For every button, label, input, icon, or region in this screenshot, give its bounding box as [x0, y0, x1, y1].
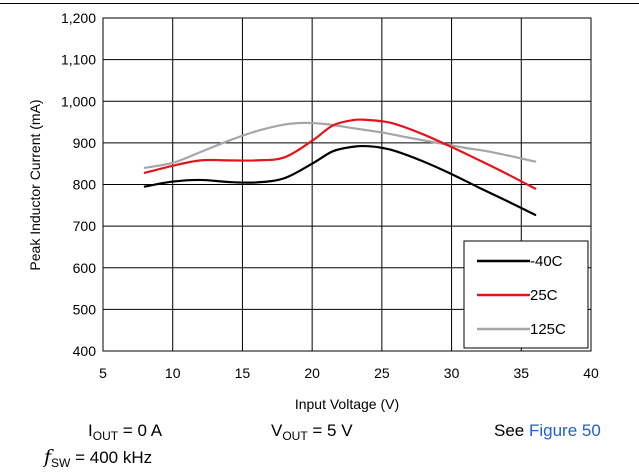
vout-condition: VOUT = 5 V — [271, 421, 353, 443]
iout-condition: IOUT = 0 A — [88, 421, 163, 443]
y-tick-label: 400 — [73, 343, 97, 359]
x-tick-labels: 5 10 15 20 25 30 35 40 — [99, 365, 599, 381]
x-tick-label: 40 — [583, 365, 599, 381]
x-tick-label: 10 — [165, 365, 181, 381]
y-tick-label: 500 — [73, 301, 97, 317]
x-tick-label: 5 — [99, 365, 107, 381]
y-tick-label: 800 — [73, 177, 97, 193]
top-rule — [0, 3, 639, 4]
y-tick-labels: 400 500 600 700 800 900 1,000 1,100 1,200 — [61, 10, 96, 359]
y-tick-label: 600 — [73, 260, 97, 276]
series-layer — [143, 118, 537, 216]
y-tick-label: 900 — [73, 135, 97, 151]
legend-label: 25C — [530, 287, 558, 304]
series-line-25c — [143, 118, 537, 190]
series-line-40c — [143, 144, 537, 216]
x-tick-label: 20 — [304, 365, 320, 381]
legend-label: -40C — [530, 253, 563, 270]
y-axis-label: Peak Inductor Current (mA) — [27, 99, 43, 270]
legend-label: 125C — [530, 321, 566, 338]
figure-50-link[interactable]: Figure 50 — [528, 421, 601, 440]
plot-frame — [102, 17, 592, 352]
fsw-condition: fSW = 400 kHz — [44, 446, 153, 470]
y-tick-label: 700 — [73, 218, 97, 234]
x-tick-label: 15 — [235, 365, 251, 381]
y-tick-label: 1,100 — [61, 52, 96, 68]
peak-inductor-current-chart: 5 10 15 20 25 30 35 40 400 500 600 700 800 900 1,000 1… — [27, 10, 599, 412]
x-tick-label: 30 — [444, 365, 460, 381]
series-line-125c — [143, 121, 537, 169]
see-figure-note: See Figure 50 — [494, 421, 601, 440]
x-axis-label: Input Voltage (V) — [295, 396, 399, 412]
y-tick-label: 1,200 — [61, 10, 96, 26]
x-tick-label: 25 — [374, 365, 390, 381]
legend: -40C 25C 125C — [463, 240, 589, 349]
y-tick-label: 1,000 — [61, 93, 96, 109]
x-tick-label: 35 — [513, 365, 529, 381]
